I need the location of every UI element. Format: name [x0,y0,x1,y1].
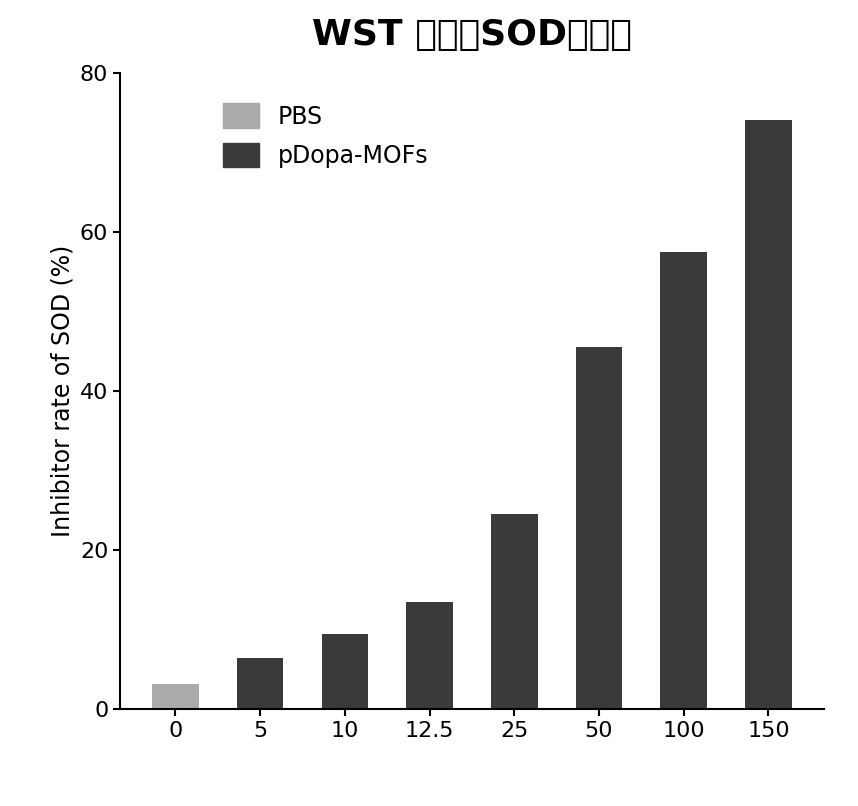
Bar [745,120,792,709]
Bar [576,347,622,709]
Y-axis label: Inhibitor rate of SOD (%): Inhibitor rate of SOD (%) [51,245,75,537]
Title: WST 法检测SOD酶活性: WST 法检测SOD酶活性 [312,18,631,52]
Bar [322,634,368,709]
Bar [661,251,707,709]
Bar [491,514,538,709]
Bar [406,602,453,709]
Bar [237,658,283,709]
Legend: PBS, pDopa-MOFs: PBS, pDopa-MOFs [223,103,428,168]
Bar [152,683,199,709]
